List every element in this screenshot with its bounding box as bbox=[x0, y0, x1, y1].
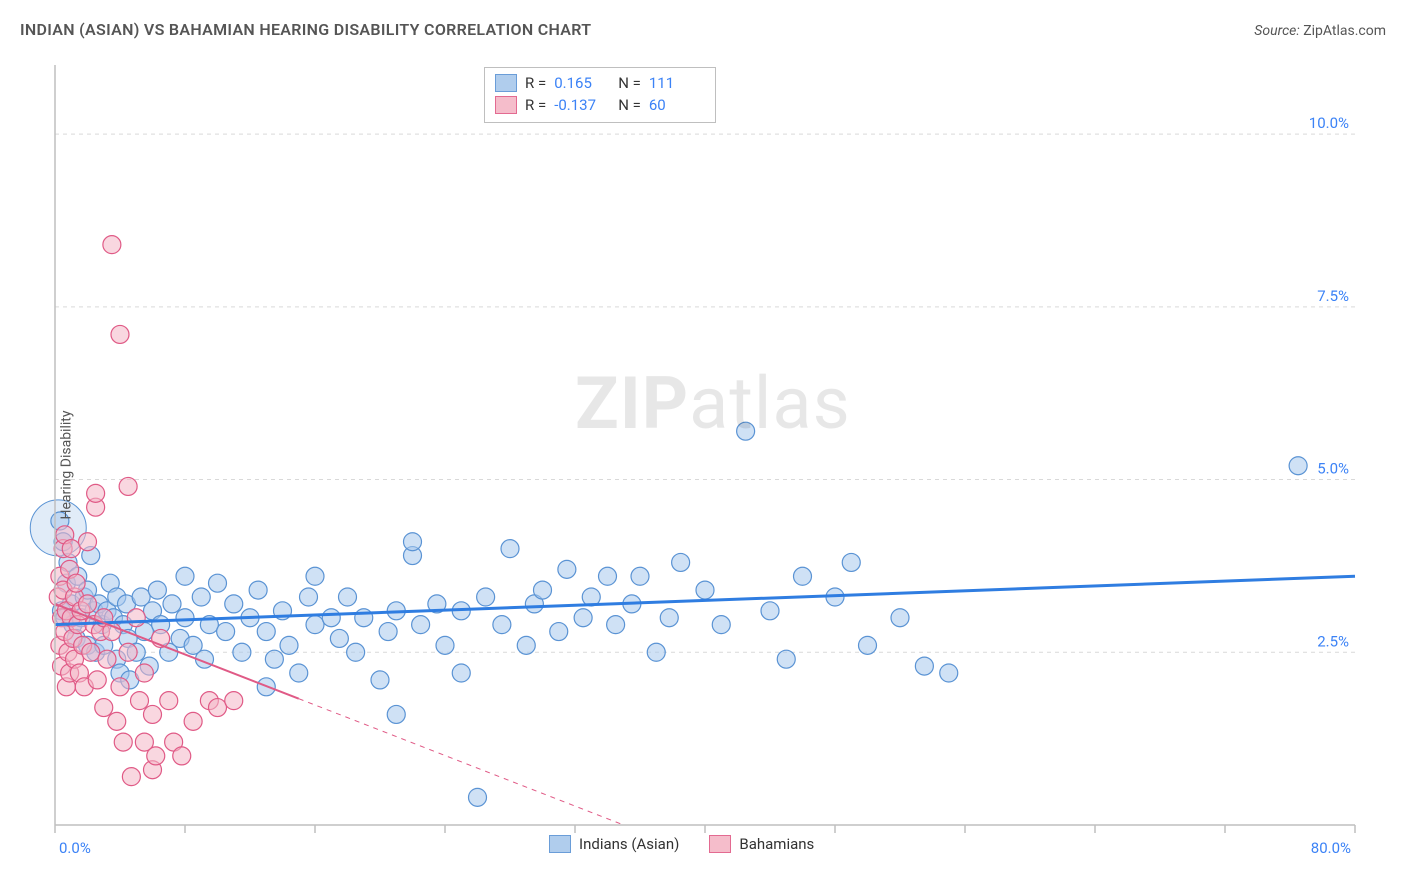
r-label: R = bbox=[525, 72, 546, 94]
legend-swatch-indians bbox=[495, 74, 517, 92]
n-value-bahamians: 60 bbox=[649, 94, 705, 116]
y-axis-label: Hearing Disability bbox=[58, 411, 74, 520]
svg-text:2.5%: 2.5% bbox=[1317, 632, 1349, 650]
legend-swatch-bahamians bbox=[495, 96, 517, 114]
legend-row-bahamians: R = -0.137 N = 60 bbox=[495, 94, 705, 116]
legend-item-indians: Indians (Asian) bbox=[549, 835, 679, 853]
n-value-indians: 111 bbox=[649, 72, 705, 94]
correlation-legend: R = 0.165 N = 111 R = -0.137 N = 60 bbox=[484, 67, 716, 123]
svg-text:0.0%: 0.0% bbox=[59, 839, 91, 857]
source-label: Source: bbox=[1254, 23, 1299, 39]
legend-label-indians: Indians (Asian) bbox=[579, 835, 679, 853]
source-value: ZipAtlas.com bbox=[1303, 23, 1386, 39]
legend-row-indians: R = 0.165 N = 111 bbox=[495, 72, 705, 94]
legend-label-bahamians: Bahamians bbox=[739, 835, 814, 853]
title-bar: INDIAN (ASIAN) VS BAHAMIAN HEARING DISAB… bbox=[20, 20, 1386, 39]
n-label: N = bbox=[618, 94, 641, 116]
r-value-indians: 0.165 bbox=[554, 72, 610, 94]
series-legend: Indians (Asian) Bahamians bbox=[549, 835, 814, 853]
svg-text:7.5%: 7.5% bbox=[1317, 287, 1349, 305]
n-label: N = bbox=[618, 72, 641, 94]
chart-title: INDIAN (ASIAN) VS BAHAMIAN HEARING DISAB… bbox=[20, 20, 591, 39]
scatter-chart: 2.5% 5.0% 7.5% 10.0% 0.0% 80.0% bbox=[0, 55, 1406, 875]
chart-source: Source: ZipAtlas.com bbox=[1254, 23, 1386, 39]
svg-text:5.0%: 5.0% bbox=[1317, 460, 1349, 478]
legend-swatch-bottom-bahamians bbox=[709, 835, 731, 853]
svg-text:80.0%: 80.0% bbox=[1311, 839, 1351, 857]
r-value-bahamians: -0.137 bbox=[554, 94, 610, 116]
svg-text:10.0%: 10.0% bbox=[1309, 114, 1349, 132]
chart-area: Hearing Disability 2.5% 5.0% 7.5% 10.0% 0.0%… bbox=[0, 55, 1406, 875]
legend-item-bahamians: Bahamians bbox=[709, 835, 814, 853]
r-label: R = bbox=[525, 94, 546, 116]
legend-swatch-bottom-indians bbox=[549, 835, 571, 853]
